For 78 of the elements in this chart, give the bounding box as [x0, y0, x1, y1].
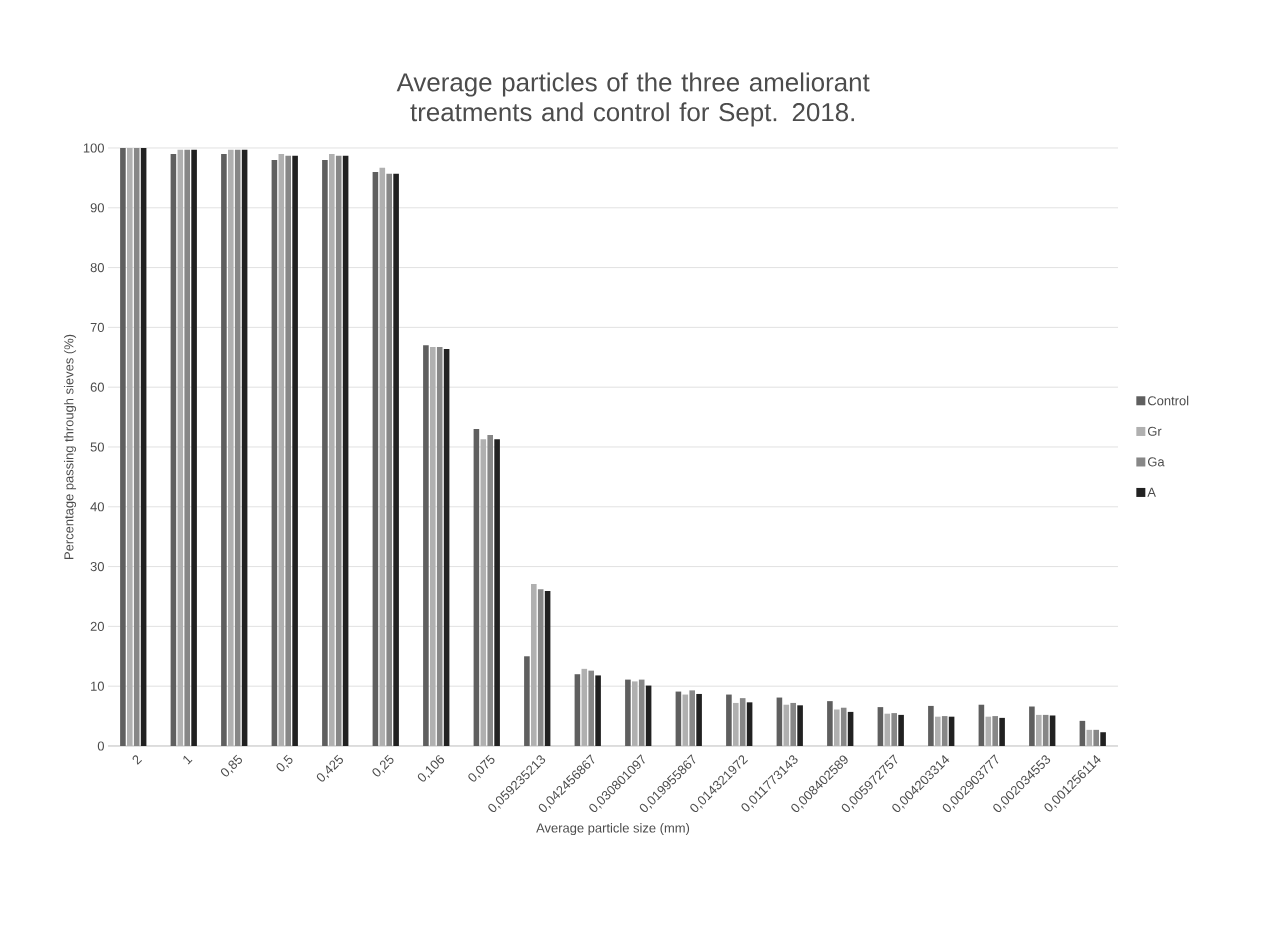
bar	[329, 153, 335, 746]
bar	[726, 694, 732, 746]
bar	[1086, 729, 1093, 746]
y-tick-label: 100	[83, 143, 104, 153]
bar	[588, 670, 594, 746]
bar	[941, 716, 948, 746]
bar	[999, 717, 1005, 746]
bar	[430, 347, 436, 746]
bar	[595, 675, 601, 746]
bar	[1093, 729, 1099, 746]
bar	[891, 713, 897, 746]
bar	[524, 656, 530, 746]
bar	[1049, 715, 1056, 746]
bar	[696, 693, 702, 746]
bar	[632, 681, 638, 746]
bar	[746, 702, 753, 746]
bar	[335, 155, 342, 746]
y-tick-label: 30	[90, 562, 104, 572]
bar	[184, 149, 191, 746]
x-axis-title: Average particle size (mm)	[536, 823, 690, 836]
x-tick-label: 0,85	[220, 754, 243, 777]
bar	[797, 705, 803, 746]
bar	[783, 704, 790, 746]
bar	[191, 149, 197, 746]
bar	[322, 159, 328, 746]
bar	[1100, 732, 1106, 746]
bar	[228, 149, 234, 746]
bar	[487, 435, 493, 746]
y-tick-label: 50	[90, 442, 104, 452]
bar	[574, 674, 581, 746]
legend-label: Control	[1147, 395, 1189, 406]
bar	[689, 690, 695, 746]
y-tick-label: 10	[91, 681, 104, 691]
bar	[638, 679, 645, 746]
bar	[1029, 706, 1035, 746]
bar	[985, 716, 992, 746]
bar	[292, 155, 298, 746]
y-tick-label: 70	[90, 322, 104, 332]
x-tick-label: 1	[183, 755, 193, 765]
y-axis-title: Percentage passing through sieves (%)	[63, 334, 77, 559]
bar	[834, 709, 840, 746]
y-tick-label: 40	[90, 502, 104, 512]
bar	[625, 679, 631, 746]
bar	[133, 147, 140, 746]
bar	[992, 716, 998, 746]
x-tick-label: 0,25	[372, 754, 394, 777]
legend-label: Ga	[1147, 457, 1165, 467]
bar	[884, 713, 891, 746]
y-tick-label: 0	[97, 741, 104, 751]
bar	[935, 716, 941, 746]
bar	[1035, 714, 1042, 746]
bar	[423, 345, 429, 746]
y-tick-label: 20	[90, 621, 104, 631]
bar	[733, 702, 739, 746]
bar	[127, 147, 133, 746]
bar	[393, 173, 399, 746]
bar	[120, 147, 126, 746]
bar	[221, 153, 227, 746]
bar	[537, 589, 544, 746]
bar	[386, 173, 393, 746]
x-tick-label: 2	[132, 755, 143, 765]
x-tick-label: 0,5	[276, 754, 293, 772]
bar	[436, 347, 443, 746]
bar	[898, 714, 904, 746]
bar	[827, 701, 833, 746]
chart-title: Average particles of the three ameliorant treatments and control for Sept. 2018.	[396, 72, 870, 127]
bar	[739, 698, 746, 746]
legend-label: Gr	[1147, 426, 1162, 436]
legend-label: A	[1147, 487, 1156, 497]
y-tick-label: 60	[90, 382, 104, 392]
bar	[928, 705, 934, 746]
bar	[285, 155, 292, 746]
bar	[234, 149, 241, 746]
y-tick-label: 80	[90, 262, 104, 273]
bar	[494, 439, 500, 746]
bar	[531, 583, 537, 746]
y-tick-label: 90	[90, 203, 104, 213]
bar	[790, 702, 796, 746]
